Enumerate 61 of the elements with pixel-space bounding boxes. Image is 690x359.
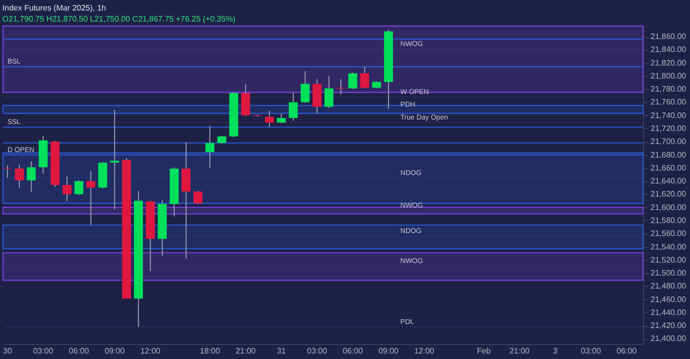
y-tick-label: 21,720.00 — [650, 124, 687, 133]
y-tick-label: 21,560.00 — [650, 229, 687, 238]
candlestick — [288, 92, 298, 122]
chart-subtitle: O21,790.75 H21,870.50 L21,750.00 C21,867.75 +76.25 (+0.35%) — [2, 14, 236, 24]
candlestick — [264, 110, 274, 128]
candlestick — [276, 112, 286, 124]
candlestick — [205, 125, 214, 168]
x-tick-label: 03:00 — [580, 346, 602, 356]
candlestick — [74, 180, 84, 196]
y-tick-label: 21,640.00 — [650, 176, 687, 186]
candlestick — [300, 70, 310, 104]
y-tick-label: 21,780.00 — [650, 84, 687, 94]
y-tick-label: 21,840.00 — [650, 45, 687, 54]
candlestick — [14, 164, 24, 188]
chart-title: Index Futures (Mar 2025), 1h — [2, 3, 106, 12]
x-tick-label: 03:00 — [307, 346, 328, 356]
y-tick-label: 21,620.00 — [650, 190, 687, 199]
x-tick-label: 09:00 — [378, 346, 400, 356]
y-tick-label: 21,600.00 — [650, 202, 687, 212]
y-tick-label: 21,440.00 — [650, 308, 687, 317]
y-tick-label: 21,540.00 — [650, 242, 687, 252]
y-tick-label: 21,760.00 — [650, 98, 687, 107]
x-tick-label: 06:00 — [616, 346, 638, 356]
x-tick-label: 21:00 — [509, 346, 530, 356]
x-tick-label: 21:00 — [236, 346, 256, 356]
y-tick-label: 21,820.00 — [650, 58, 687, 68]
candlestick — [182, 142, 191, 260]
y-tick-label: 21,700.00 — [650, 137, 687, 146]
candlestick — [194, 190, 202, 205]
candlestick — [360, 66, 370, 89]
y-tick-label: 21,860.00 — [650, 32, 687, 42]
candlestick — [110, 110, 120, 210]
y-tick-label: 21,460.00 — [650, 294, 687, 304]
y-tick-label: 21,520.00 — [650, 255, 687, 264]
y-tick-label: 21,480.00 — [650, 282, 687, 291]
x-tick-label: 03:00 — [33, 346, 54, 356]
y-tick-label: 21,420.00 — [650, 321, 687, 330]
x-tick-label: 09:00 — [104, 346, 126, 356]
x-tick-label: 12:00 — [414, 346, 435, 356]
candlestick — [241, 84, 250, 117]
x-tick-label: 12:00 — [140, 346, 161, 356]
y-tick-label: 21,660.00 — [650, 163, 687, 172]
x-tick-label: 31 — [276, 346, 286, 356]
x-tick-label: 3 — [552, 346, 558, 356]
x-tick-label: 06:00 — [68, 346, 90, 356]
y-tick-label: 21,800.00 — [650, 71, 687, 80]
candlestick — [312, 78, 322, 114]
candlestick — [348, 72, 358, 90]
x-tick-label: 18:00 — [200, 346, 220, 356]
y-tick-label: 21,680.00 — [650, 150, 687, 160]
x-tick-label: 06:00 — [342, 346, 364, 356]
x-tick-label: 30 — [3, 346, 12, 356]
x-tick-label: Feb — [476, 346, 492, 356]
candlestick — [26, 160, 36, 193]
candlestick — [324, 75, 334, 109]
y-tick-label: 21,400.00 — [650, 334, 687, 344]
candlestick — [86, 170, 96, 226]
y-tick-label: 21,740.00 — [650, 110, 687, 120]
y-tick-label: 21,500.00 — [650, 268, 687, 278]
candlestick — [62, 176, 72, 202]
y-tick-label: 21,580.00 — [650, 216, 687, 225]
